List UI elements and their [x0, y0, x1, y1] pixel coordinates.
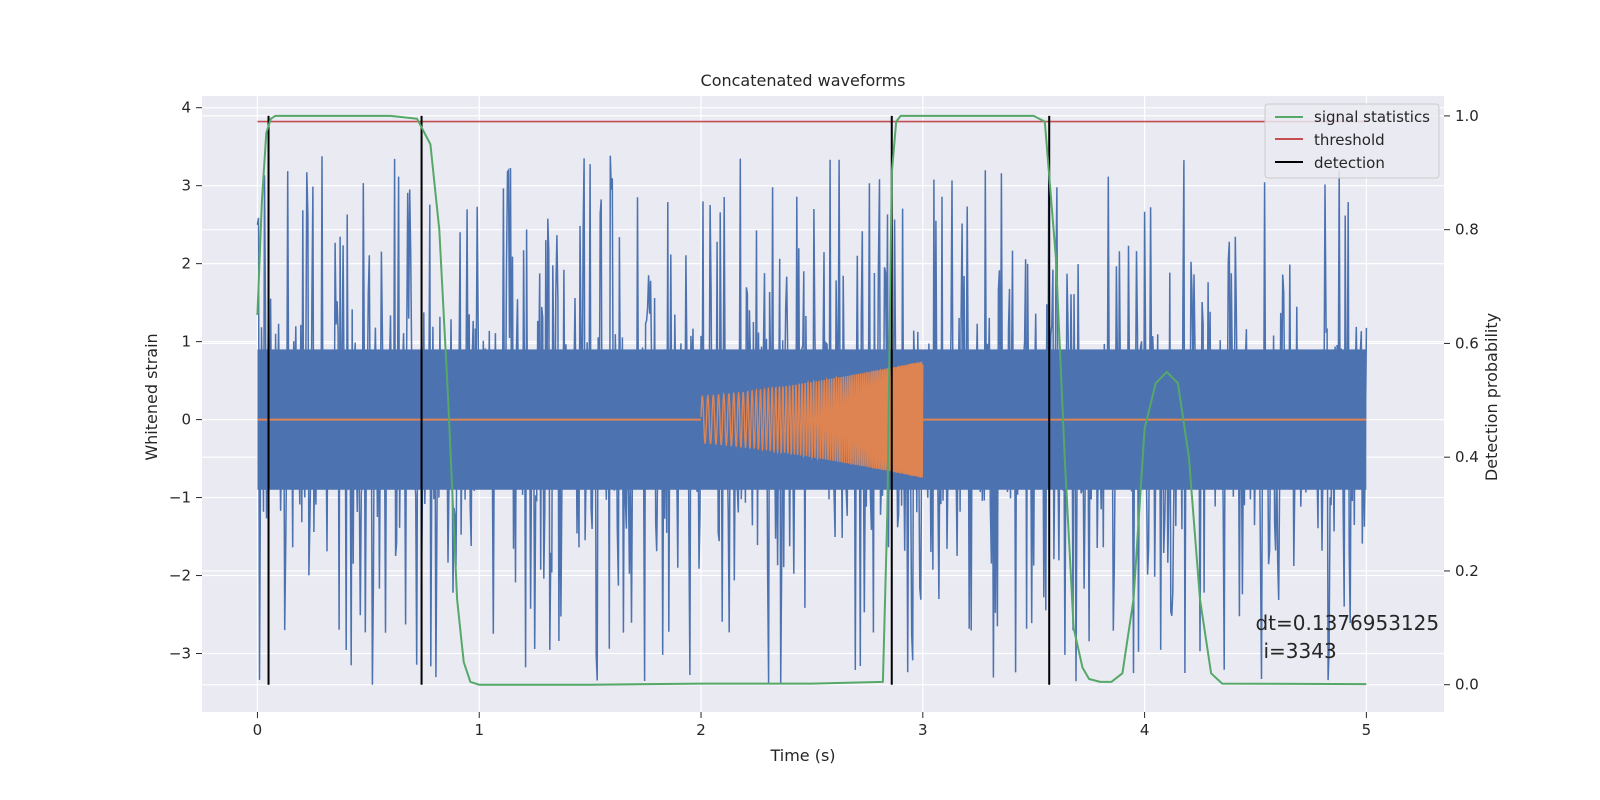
- y-right-tick-label-2: 0.4: [1455, 448, 1479, 466]
- y-right-tick-label-5: 1.0: [1455, 107, 1479, 125]
- legend-label-signal-statistics: signal statistics: [1314, 108, 1430, 126]
- y-axis-label-left: Whitened strain: [142, 333, 161, 460]
- legend-frame: [1264, 103, 1440, 179]
- legend-label-threshold: threshold: [1314, 131, 1385, 149]
- annotation-dt: dt=0.1376953125: [1255, 611, 1439, 635]
- y-left-tick-label-5: 2: [181, 255, 191, 273]
- x-tick-label-3: 3: [918, 721, 928, 739]
- x-tick-label-2: 2: [696, 721, 706, 739]
- annotation-index: i=3343: [1263, 639, 1336, 663]
- signal-statistics-line: [256, 114, 1367, 686]
- y-axis-label-right: Detection probability: [1482, 313, 1501, 481]
- x-tick-label-1: 1: [474, 721, 484, 739]
- y-left-tick-label-0: −3: [169, 645, 191, 663]
- y-right-tick-label-0: 0.0: [1455, 676, 1479, 694]
- x-axis-label: Time (s): [769, 746, 835, 765]
- legend: signal statistics threshold detection: [1264, 103, 1440, 179]
- y-left-tick-label-3: 0: [181, 411, 191, 429]
- x-tick-label-5: 5: [1362, 721, 1372, 739]
- chirp-series: [257, 361, 1367, 478]
- x-tick-label-0: 0: [253, 721, 263, 739]
- chirp-line: [700, 361, 924, 478]
- y-left-tick-label-7: 4: [181, 99, 191, 117]
- y-left-tick-label-1: −2: [169, 567, 191, 585]
- y-left-tick-label-6: 3: [181, 177, 191, 195]
- y-right-tick-label-3: 0.6: [1455, 334, 1479, 352]
- chart-title: Concatenated waveforms: [701, 71, 906, 90]
- y-left-tick-label-2: −1: [169, 489, 191, 507]
- y-left-tick-label-4: 1: [181, 333, 191, 351]
- y-right-tick-label-4: 0.8: [1455, 221, 1479, 239]
- y-right-tick-label-1: 0.2: [1455, 562, 1479, 580]
- probability-series: [256, 114, 1367, 686]
- x-tick-label-4: 4: [1140, 721, 1150, 739]
- legend-label-detection: detection: [1314, 154, 1385, 172]
- axis-ticks: 0 1 2 3 4 5 −3 −2 −1 0 1 2 3 4 0.0 0.2 0.4 0.6 0.8 1.0: [169, 99, 1479, 739]
